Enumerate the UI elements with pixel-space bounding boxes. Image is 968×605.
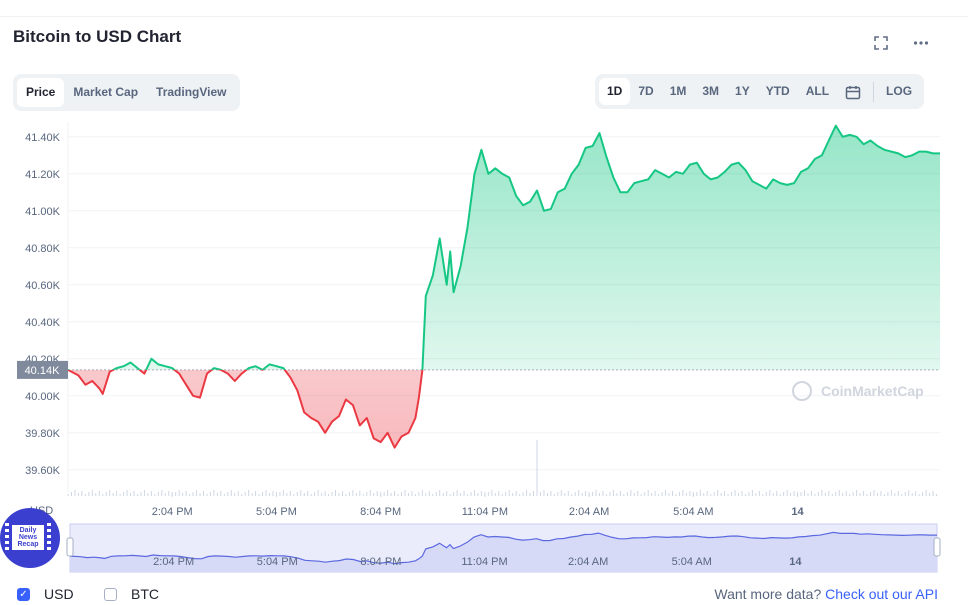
range-1m[interactable]: 1M — [669, 84, 687, 98]
watermark-text: CoinMarketCap — [821, 383, 924, 399]
tab-price[interactable]: Price — [17, 78, 65, 107]
time-range-selector: 1D 7D 1M 3M 1Y YTD ALL LOG — [595, 74, 925, 109]
usd-toggle[interactable]: ✓ USD — [17, 586, 74, 602]
x-tick-label: 5:04 AM — [673, 506, 713, 518]
usd-label: USD — [44, 586, 74, 602]
area-above-baseline — [113, 125, 940, 370]
chart-type-tabs: Price Market Cap TradingView — [13, 74, 240, 111]
coinmarketcap-logo-icon — [792, 381, 812, 401]
log-toggle[interactable]: LOG — [886, 84, 913, 98]
baseline-tag — [17, 360, 68, 379]
range-ytd[interactable]: YTD — [765, 84, 790, 98]
btc-checkbox-icon[interactable] — [104, 587, 117, 601]
api-prompt: Want more data? — [714, 586, 822, 602]
navigator-tick-label: 2:04 AM — [568, 556, 608, 568]
y-tick-label: 40.00K — [25, 391, 61, 403]
range-1y[interactable]: 1Y — [735, 84, 750, 98]
btc-label: BTC — [131, 586, 159, 602]
navigator-handle-left[interactable] — [66, 537, 74, 557]
btc-toggle[interactable]: BTC — [104, 586, 159, 602]
navigator-tick-label: 14 — [789, 556, 802, 568]
navigator-handle-right[interactable] — [933, 537, 941, 557]
fullscreen-icon[interactable] — [872, 34, 890, 52]
y-tick-label: 41.40K — [25, 132, 61, 144]
x-tick-label: 8:04 PM — [360, 506, 401, 518]
film-strip-right-icon — [47, 523, 51, 553]
badge-line-1: Daily — [19, 527, 37, 534]
baseline-tag-label: 40.14K — [25, 365, 61, 377]
tab-tradingview[interactable]: TradingView — [156, 85, 227, 99]
y-tick-label: 39.80K — [25, 428, 61, 440]
y-tick-label: 40.40K — [25, 317, 61, 329]
range-divider — [873, 81, 875, 102]
navigator-line — [69, 531, 937, 565]
film-strip-left-icon — [5, 523, 9, 553]
navigator-tick-label: 2:04 PM — [153, 556, 194, 568]
y-tick-label: 40.60K — [25, 280, 61, 292]
price-line-up — [68, 124, 940, 370]
navigator-tick-label: 5:04 AM — [672, 556, 712, 568]
more-icon[interactable] — [912, 34, 930, 52]
page-title: Bitcoin to USD Chart — [13, 27, 182, 46]
daily-news-recap-badge[interactable]: Daily News Recap — [0, 508, 60, 568]
x-tick-label: 2:04 PM — [152, 506, 193, 518]
tab-market-cap[interactable]: Market Cap — [73, 85, 139, 99]
navigator-tick-label: 5:04 PM — [257, 556, 298, 568]
navigator-tick-label: 8:04 PM — [360, 556, 401, 568]
navigator-area — [70, 532, 937, 572]
calendar-icon[interactable] — [845, 85, 861, 99]
badge-label: Daily News Recap — [12, 525, 44, 550]
range-7d[interactable]: 7D — [638, 84, 654, 98]
usd-checkbox-checked-icon[interactable]: ✓ — [17, 587, 30, 601]
api-link[interactable]: Check out our API — [825, 586, 938, 602]
badge-line-2: News — [18, 534, 38, 541]
range-all[interactable]: ALL — [805, 84, 830, 98]
y-tick-label: 41.20K — [25, 169, 61, 181]
y-tick-label: 40.80K — [25, 243, 61, 255]
x-tick-label: 14 — [791, 506, 804, 518]
y-tick-label: 39.60K — [25, 465, 61, 477]
range-1d[interactable]: 1D — [599, 78, 631, 105]
top-divider — [0, 16, 968, 17]
x-tick-label: 11:04 PM — [462, 506, 508, 518]
y-tick-label: 41.00K — [25, 206, 61, 218]
api-promo: Want more data? Check out our API — [714, 586, 938, 602]
navigator-tick-label: 11:04 PM — [461, 556, 507, 568]
x-tick-label: 2:04 AM — [569, 506, 609, 518]
x-tick-label: 5:04 PM — [256, 506, 297, 518]
range-3m[interactable]: 3M — [702, 84, 720, 98]
badge-line-3: Recap — [17, 541, 39, 548]
